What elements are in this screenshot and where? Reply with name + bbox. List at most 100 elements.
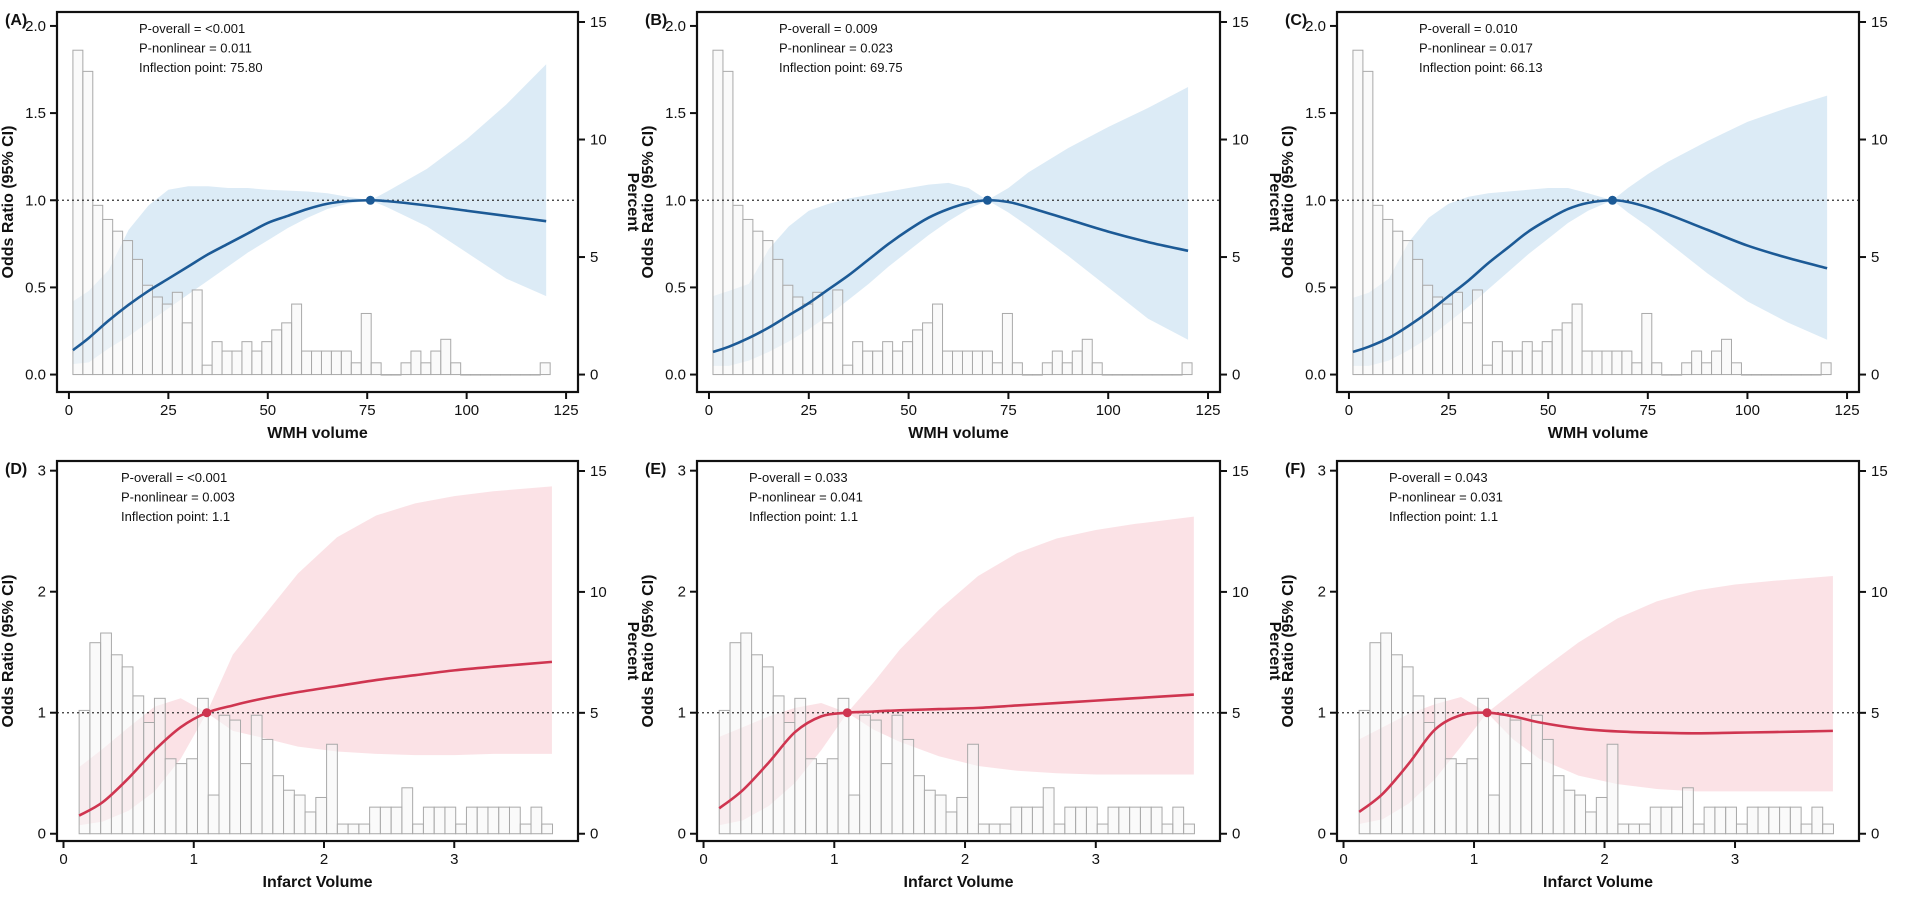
histogram-bar xyxy=(1129,806,1141,835)
panel-label: (E) xyxy=(645,461,666,478)
inflection-point xyxy=(982,195,992,205)
x-tick-label: 0 xyxy=(65,402,73,419)
y-tick-label: 2 xyxy=(1318,584,1326,601)
histogram-bar xyxy=(977,823,990,835)
panel-label: (C) xyxy=(1285,12,1307,29)
histogram-bar xyxy=(1768,806,1781,835)
histogram-bar xyxy=(891,714,904,835)
stat-annotation: P-nonlinear = 0.011 xyxy=(139,41,252,56)
histogram-bar xyxy=(508,806,521,835)
x-tick-label: 0 xyxy=(699,851,707,868)
y2-tick-label: 0 xyxy=(590,367,598,384)
histogram-bar xyxy=(164,758,177,835)
x-tick-label: 3 xyxy=(1731,851,1739,868)
y2-tick-label: 15 xyxy=(590,14,607,31)
histogram-bar xyxy=(229,719,242,835)
histogram-bar xyxy=(1455,763,1468,835)
histogram-bar xyxy=(1770,374,1782,376)
histogram-bar xyxy=(1628,823,1640,835)
histogram xyxy=(718,632,1195,835)
histogram-bar xyxy=(1498,714,1511,835)
histogram-bar xyxy=(1181,362,1193,376)
histogram-bar xyxy=(1531,350,1543,376)
histogram-bar xyxy=(1031,806,1044,835)
histogram-bar xyxy=(842,364,854,376)
histogram-bar xyxy=(712,49,724,376)
y-tick-label: 0.0 xyxy=(25,367,46,384)
histogram-bar xyxy=(401,787,414,835)
histogram-bar xyxy=(529,374,541,376)
y-tick-label: 1.5 xyxy=(25,105,46,122)
or-curve xyxy=(1358,711,1833,813)
histogram-bar xyxy=(539,362,551,376)
x-tick-label: 125 xyxy=(554,402,579,419)
ci-band xyxy=(712,86,1189,366)
histogram-bar xyxy=(196,697,209,835)
y2-tick-label: 5 xyxy=(1871,249,1879,266)
histogram-bar xyxy=(1010,806,1023,835)
y2-tick-label: 10 xyxy=(590,584,607,601)
histogram-bar xyxy=(379,806,392,835)
histogram-bar xyxy=(1617,823,1630,835)
histogram-bar xyxy=(1811,806,1824,835)
histogram-bar xyxy=(1401,666,1414,835)
histogram-bar xyxy=(326,743,338,835)
y2-tick-label: 0 xyxy=(1871,367,1879,384)
histogram-bar xyxy=(1369,642,1382,835)
histogram-bar xyxy=(1118,806,1131,835)
histogram-bar xyxy=(1402,240,1414,376)
y2-tick-label: 10 xyxy=(1871,584,1888,601)
histogram-bar xyxy=(251,350,263,376)
histogram-bar xyxy=(350,362,362,376)
inflection-point xyxy=(202,708,212,718)
histogram-bar xyxy=(1131,374,1143,376)
plot-frame xyxy=(55,459,580,843)
histogram-bar xyxy=(519,823,532,835)
x-tick-label: 2 xyxy=(1600,851,1608,868)
y2-tick-label: 10 xyxy=(1871,132,1888,149)
histogram-bar xyxy=(1721,338,1732,376)
histogram-bar xyxy=(1011,362,1023,376)
histogram-bar xyxy=(519,374,531,376)
histogram-bar xyxy=(1601,350,1613,376)
histogram-bar xyxy=(722,70,734,376)
histogram-bar xyxy=(1810,374,1822,376)
histogram-bar xyxy=(1703,806,1716,835)
panel-label: (D) xyxy=(5,461,27,478)
x-tick-label: 0 xyxy=(1339,851,1347,868)
histogram-bar xyxy=(1750,374,1762,376)
y2-axis-title: Percent xyxy=(1266,622,1283,681)
y-axis-title: Odds Ratio (95% CI) xyxy=(640,126,657,279)
histogram-bar xyxy=(153,697,166,835)
histogram-bar xyxy=(1412,695,1425,835)
histogram-bar xyxy=(1820,362,1832,376)
histogram-bar xyxy=(718,709,731,835)
histogram-bar xyxy=(291,303,303,376)
histogram-bar xyxy=(283,789,295,835)
histogram-bar xyxy=(186,758,198,835)
histogram-bar xyxy=(742,218,754,376)
histogram-bar xyxy=(1064,806,1077,835)
histogram-bar xyxy=(420,362,432,376)
histogram-bar xyxy=(201,364,213,376)
histogram-bar xyxy=(1641,312,1653,376)
histogram-bar xyxy=(862,350,874,376)
histogram-bar xyxy=(812,291,824,376)
histogram-bar xyxy=(1382,218,1394,376)
histogram-bar xyxy=(1085,806,1098,835)
histogram-bar xyxy=(1491,341,1503,376)
histogram-bar xyxy=(1789,806,1802,835)
histogram-bar xyxy=(1101,374,1113,376)
stat-annotation: P-nonlinear = 0.041 xyxy=(749,490,863,505)
x-tick-label: 25 xyxy=(800,402,817,419)
histogram-bar xyxy=(882,341,894,376)
histogram-bar xyxy=(999,823,1012,835)
histogram-bar xyxy=(1471,289,1483,376)
stat-annotation: Inflection point: 66.13 xyxy=(1419,60,1543,75)
histogram-bar xyxy=(902,341,914,376)
histogram-bar xyxy=(1691,350,1703,376)
histogram-bar xyxy=(181,322,193,376)
histogram-bar xyxy=(1552,775,1565,835)
histogram-bar xyxy=(370,362,382,376)
histogram-bar xyxy=(1434,697,1446,835)
